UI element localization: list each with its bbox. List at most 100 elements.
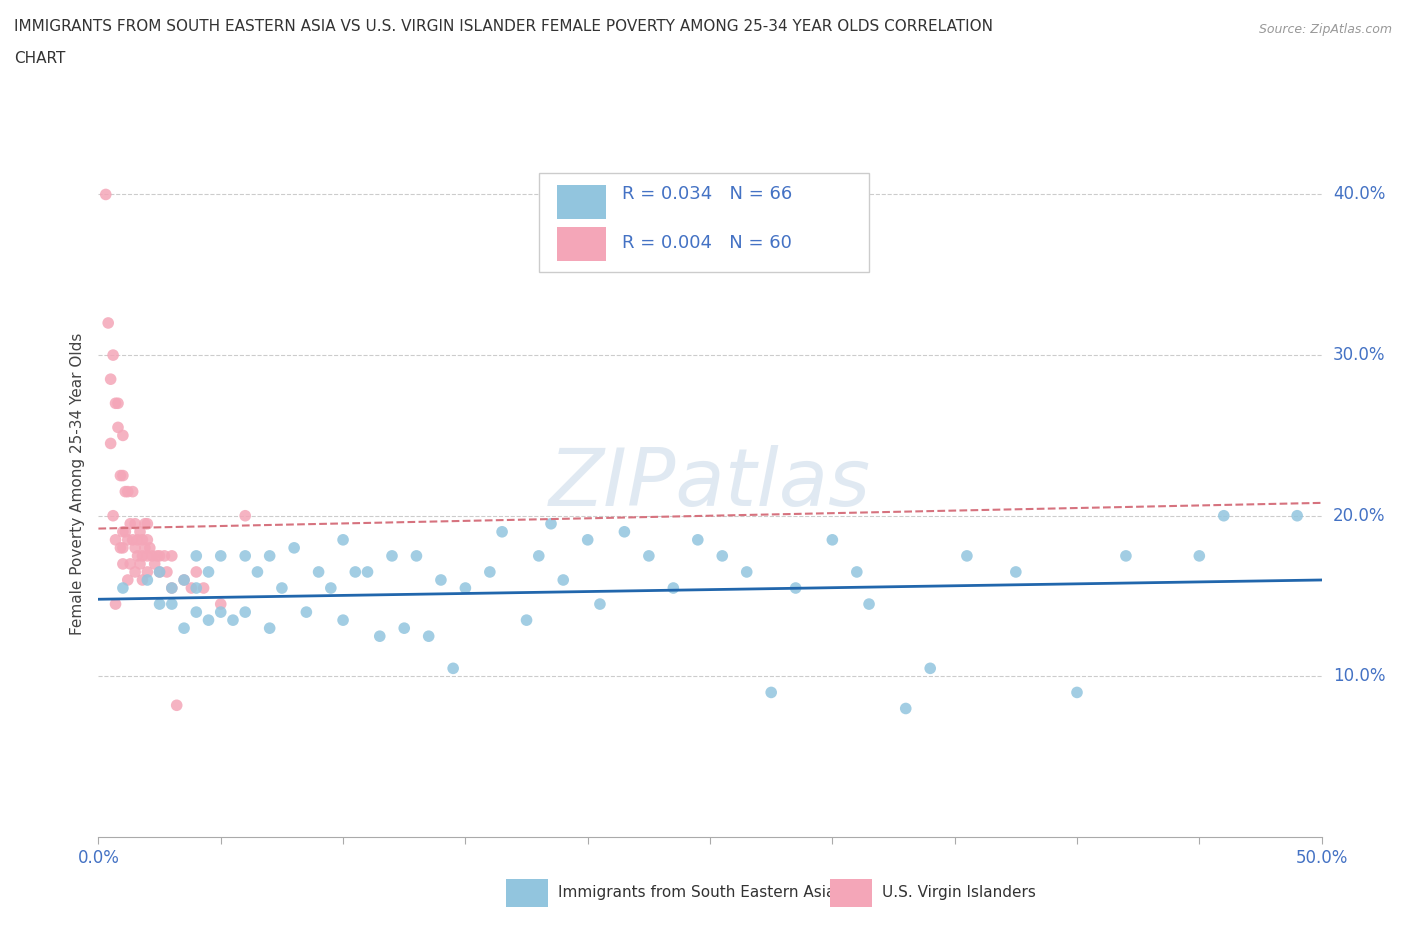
Point <box>381 549 404 564</box>
Point <box>295 604 318 619</box>
Point <box>197 613 219 628</box>
Point <box>111 468 134 483</box>
Point <box>1188 549 1211 564</box>
Point <box>1066 685 1088 700</box>
Point <box>100 372 122 387</box>
Point <box>308 565 330 579</box>
Point <box>111 525 134 539</box>
Point <box>761 685 783 700</box>
Point <box>160 580 183 595</box>
Point <box>1286 509 1309 524</box>
Point <box>136 516 159 531</box>
Point <box>129 556 152 571</box>
Text: 10.0%: 10.0% <box>1333 668 1385 685</box>
Point <box>114 525 136 539</box>
Point <box>186 580 208 595</box>
Point <box>405 549 427 564</box>
Point <box>149 549 172 564</box>
Point <box>246 565 269 579</box>
Point <box>173 573 195 588</box>
Point <box>160 597 183 612</box>
Point <box>127 549 149 564</box>
Point <box>259 549 281 564</box>
Text: 40.0%: 40.0% <box>1333 185 1385 204</box>
Point <box>491 525 513 539</box>
Point <box>1004 565 1026 579</box>
Point <box>270 580 294 595</box>
Point <box>785 580 807 595</box>
Point <box>197 565 219 579</box>
Point <box>332 532 354 547</box>
Point <box>149 565 172 579</box>
Point <box>156 565 179 579</box>
Point <box>344 565 367 579</box>
Point <box>392 620 416 635</box>
Point <box>124 565 146 579</box>
Text: IMMIGRANTS FROM SOUTH EASTERN ASIA VS U.S. VIRGIN ISLANDER FEMALE POVERTY AMONG : IMMIGRANTS FROM SOUTH EASTERN ASIA VS U.… <box>14 19 993 33</box>
Point <box>124 540 146 555</box>
Point <box>136 532 159 547</box>
Bar <box>557 185 606 219</box>
Point <box>117 485 139 499</box>
Point <box>576 532 599 547</box>
Point <box>111 540 134 555</box>
Point <box>858 597 880 612</box>
Point <box>418 629 440 644</box>
Point <box>1115 549 1137 564</box>
Point <box>662 580 685 595</box>
Point <box>110 540 132 555</box>
Point <box>131 532 153 547</box>
Point <box>553 573 575 588</box>
Point <box>821 532 844 547</box>
Point <box>149 565 172 579</box>
Point <box>111 428 134 443</box>
Point <box>129 525 152 539</box>
Point <box>110 468 132 483</box>
Text: CHART: CHART <box>14 51 66 66</box>
Point <box>319 580 342 595</box>
Point <box>160 580 183 595</box>
Point <box>193 580 215 595</box>
Point <box>186 565 208 579</box>
Point <box>589 597 612 612</box>
Point <box>120 556 142 571</box>
Point <box>166 698 188 712</box>
Point <box>139 540 162 555</box>
Point <box>259 620 281 635</box>
Point <box>233 604 256 619</box>
Point <box>454 580 477 595</box>
Point <box>894 701 917 716</box>
Point <box>136 573 159 588</box>
Bar <box>557 227 606 261</box>
Point <box>209 597 232 612</box>
Text: Source: ZipAtlas.com: Source: ZipAtlas.com <box>1258 23 1392 36</box>
Point <box>134 516 156 531</box>
Text: U.S. Virgin Islanders: U.S. Virgin Islanders <box>882 885 1035 900</box>
Point <box>117 573 139 588</box>
Point <box>711 549 734 564</box>
Point <box>283 540 305 555</box>
Point <box>127 532 149 547</box>
Point <box>101 348 124 363</box>
Point <box>121 532 143 547</box>
Point <box>100 436 122 451</box>
Y-axis label: Female Poverty Among 25-34 Year Olds: Female Poverty Among 25-34 Year Olds <box>70 332 86 635</box>
Point <box>430 573 453 588</box>
Point <box>143 556 166 571</box>
Point <box>540 516 562 531</box>
Point <box>332 613 354 628</box>
Point <box>107 420 129 435</box>
Point <box>180 580 202 595</box>
Point <box>209 604 232 619</box>
Point <box>173 573 195 588</box>
Point <box>120 516 142 531</box>
Point <box>141 549 163 564</box>
Point <box>104 396 127 411</box>
Point <box>515 613 537 628</box>
Text: Immigrants from South Eastern Asia: Immigrants from South Eastern Asia <box>558 885 835 900</box>
Point <box>686 532 709 547</box>
Point <box>134 540 156 555</box>
Point <box>111 580 134 595</box>
Point <box>233 549 256 564</box>
Point <box>186 604 208 619</box>
